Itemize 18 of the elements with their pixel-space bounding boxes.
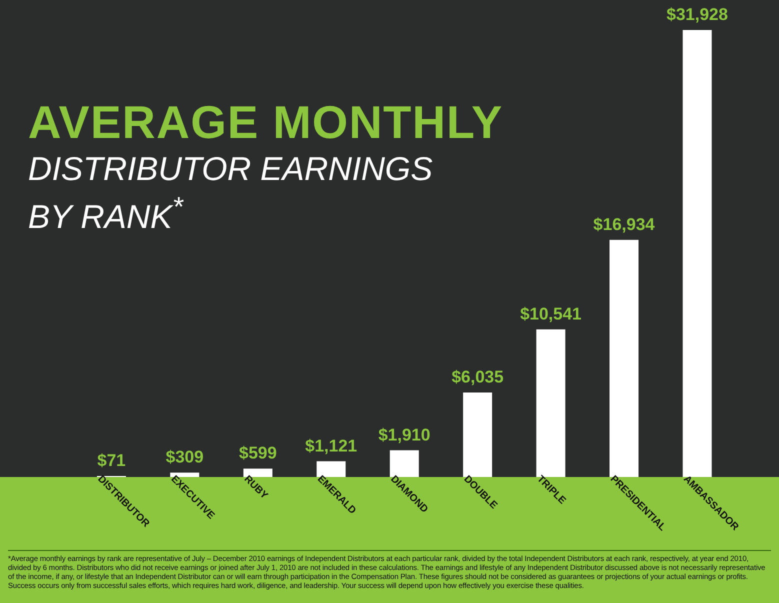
bar [316,461,346,477]
bar [682,30,712,477]
data-label: $6,035 [452,368,504,387]
bar [243,468,272,477]
data-label: $71 [97,451,126,470]
bar [390,450,419,477]
data-label: $1,910 [378,425,430,444]
bar [170,472,200,477]
bar [610,240,639,477]
data-label: $1,121 [305,436,358,456]
text: AVERAGE MONTHLY [28,95,504,149]
data-label: $599 [238,444,277,463]
data-label: $16,934 [593,214,656,234]
data-label: $10,541 [520,304,582,324]
bar [463,392,492,477]
data-label: $31,928 [666,5,728,24]
data-label: $309 [166,448,204,467]
text: DISTRIBUTOR EARNINGS BY RANK$^{*}$ [28,150,434,236]
